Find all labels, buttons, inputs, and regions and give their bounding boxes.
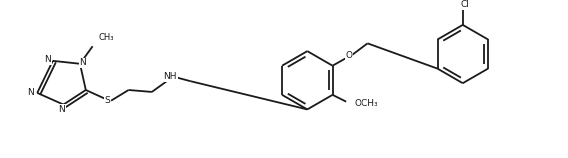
Text: OCH₃: OCH₃ xyxy=(355,99,378,108)
Text: N: N xyxy=(80,58,86,67)
Text: O: O xyxy=(345,51,353,60)
Text: N: N xyxy=(58,105,65,114)
Text: N: N xyxy=(44,55,51,64)
Text: NH: NH xyxy=(164,72,177,81)
Text: Cl: Cl xyxy=(460,0,469,9)
Text: S: S xyxy=(105,96,110,105)
Text: N: N xyxy=(27,88,34,97)
Text: CH₃: CH₃ xyxy=(98,33,114,42)
